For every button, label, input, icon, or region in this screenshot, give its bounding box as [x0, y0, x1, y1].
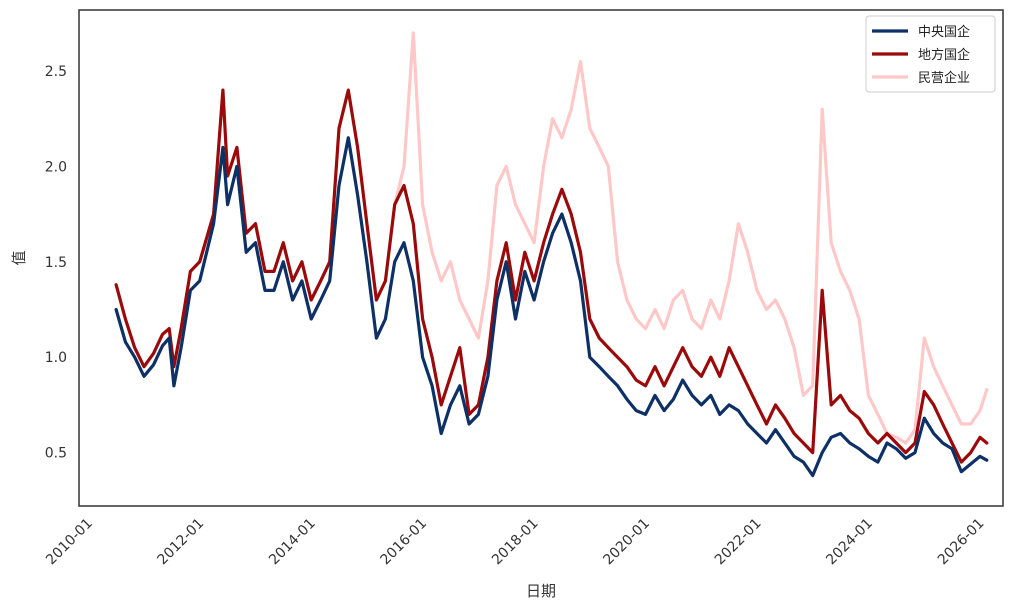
plot-frame: [78, 9, 1004, 507]
x-axis-label: 日期: [526, 582, 556, 600]
series-layer: [114, 31, 989, 478]
y-tick-label: 2.0: [45, 159, 67, 175]
x-tick-label: 2024-01: [823, 516, 876, 569]
x-tick-label: 2022-01: [712, 516, 765, 569]
series-line-local-soe: [114, 88, 989, 464]
legend-box: [865, 15, 996, 93]
y-tick-label: 1.0: [45, 350, 67, 366]
x-tick-label: 2020-01: [600, 516, 653, 569]
legend-label: 民营企业: [918, 70, 970, 86]
y-tick-label: 0.5: [45, 446, 67, 462]
legend-label: 中央国企: [918, 24, 970, 40]
legend-label: 地方国企: [918, 47, 970, 63]
x-tick-label: 2016-01: [377, 516, 430, 569]
y-tick-label: 1.5: [45, 255, 67, 271]
y-axis-ticks: 0.5 1.0 1.5 2.0 2.5: [45, 64, 67, 462]
y-axis-label: 值: [10, 250, 28, 265]
y-tick-label: 2.5: [45, 64, 67, 80]
x-tick-label: 2012-01: [155, 516, 208, 569]
series-line-central-soe: [114, 136, 989, 478]
x-axis-ticks: 2010-01 2012-01 2014-01 2016-01 2018-01 2020-…: [43, 516, 987, 569]
x-tick-label: 2018-01: [489, 516, 542, 569]
x-tick-label: 2010-01: [43, 516, 96, 569]
x-tick-label: 2014-01: [266, 516, 319, 569]
x-tick-label: 2026-01: [935, 516, 988, 569]
